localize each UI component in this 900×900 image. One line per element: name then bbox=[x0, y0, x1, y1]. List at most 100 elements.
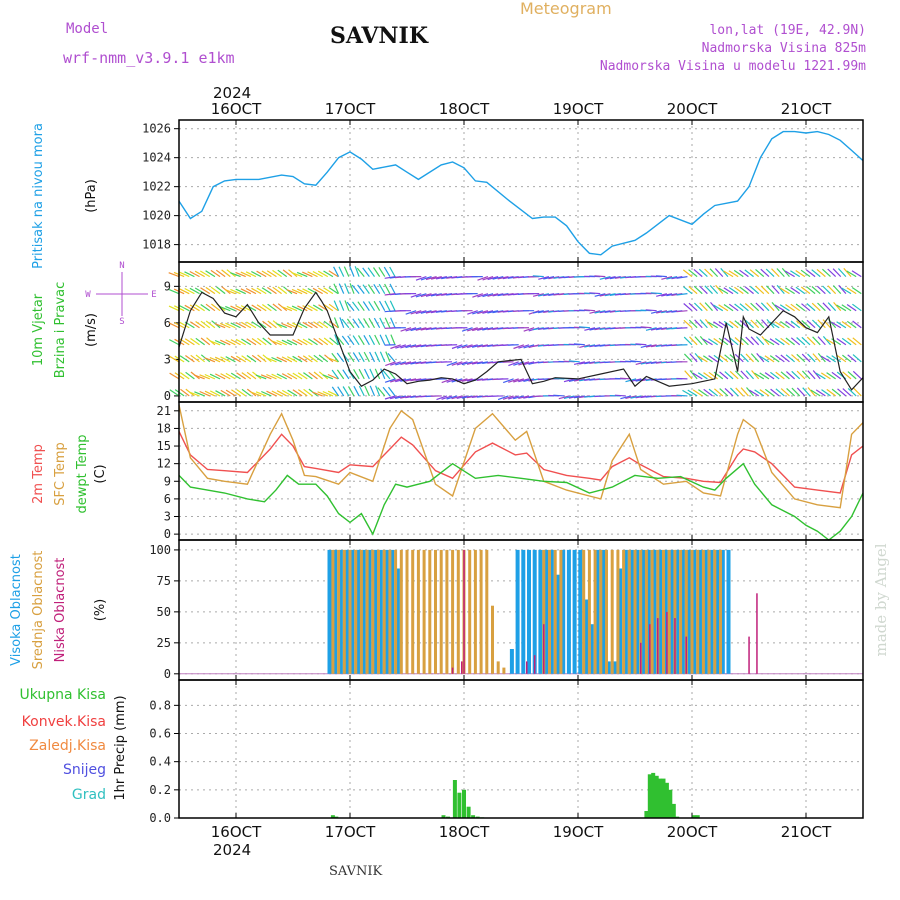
wind-barb bbox=[482, 310, 494, 314]
wind-barb bbox=[225, 389, 236, 397]
wind-barb bbox=[729, 370, 739, 380]
wind-barb bbox=[378, 283, 386, 294]
wind-barb bbox=[277, 286, 288, 295]
wind-barb bbox=[384, 300, 391, 311]
wind-barb bbox=[415, 293, 427, 298]
wind-barb bbox=[771, 285, 780, 295]
wind-barb bbox=[688, 302, 698, 312]
wind-barb bbox=[693, 302, 703, 312]
compass-rose: N W E S bbox=[85, 261, 156, 327]
wind-barb bbox=[342, 386, 350, 397]
y-tick-label: 6 bbox=[164, 316, 171, 330]
pressure-line bbox=[178, 130, 864, 256]
low-cloud-bar bbox=[526, 661, 528, 674]
wind-barb bbox=[382, 386, 391, 397]
wind-barb bbox=[420, 276, 432, 281]
wind-barb bbox=[415, 276, 427, 281]
precip-bar bbox=[651, 772, 656, 818]
wind-barb bbox=[374, 334, 381, 346]
wind-barb bbox=[200, 337, 211, 346]
mid-cloud-bar bbox=[616, 549, 620, 674]
wind-barb bbox=[292, 389, 303, 397]
wind-barb bbox=[230, 372, 241, 380]
wind-barb bbox=[807, 387, 816, 397]
wind-barb bbox=[759, 355, 770, 363]
mid-cloud-bar bbox=[468, 549, 472, 674]
wind-barb bbox=[333, 283, 340, 294]
high-cloud-bar bbox=[521, 549, 526, 674]
wind-barb bbox=[776, 284, 785, 295]
temp-ylabel: 2m Temp SFC Temp dewpt Temp (C) bbox=[31, 434, 108, 513]
wind-barb bbox=[755, 336, 765, 346]
wind-barb bbox=[329, 320, 339, 329]
year-top: 2024 bbox=[213, 84, 251, 102]
wind-barb bbox=[578, 326, 591, 329]
wind-barb bbox=[735, 387, 744, 397]
wind-barb bbox=[209, 340, 221, 346]
location-label: lon,lat (19E, 42.9N) bbox=[709, 23, 866, 38]
wind-barb bbox=[635, 378, 647, 382]
wind-barb bbox=[568, 395, 580, 399]
wind-barb bbox=[826, 355, 836, 363]
mid-cloud-bar bbox=[701, 549, 705, 674]
wind-barb bbox=[257, 337, 267, 346]
wind-barb bbox=[635, 361, 647, 365]
wind-barb bbox=[796, 370, 806, 380]
wind-barb bbox=[209, 390, 221, 397]
precip-bar bbox=[441, 815, 446, 818]
wind-barb bbox=[467, 310, 478, 315]
wind-barb bbox=[373, 283, 381, 294]
wind-barb bbox=[745, 336, 754, 346]
wind-barb bbox=[251, 354, 262, 363]
mid-cloud-bar bbox=[342, 549, 346, 674]
wind-barb bbox=[594, 293, 606, 297]
wind-barb bbox=[302, 338, 313, 346]
wind-barb bbox=[385, 351, 391, 363]
top-date-label: 18OCT bbox=[439, 100, 490, 118]
wind-barb bbox=[297, 389, 308, 397]
precip-bar bbox=[644, 811, 649, 818]
wind-barb bbox=[296, 271, 308, 278]
wind-barb bbox=[723, 304, 734, 312]
y-tick-label: 3 bbox=[164, 510, 171, 524]
wind-barb bbox=[341, 335, 350, 346]
wind-barb bbox=[769, 355, 780, 363]
wind-barb bbox=[698, 268, 708, 278]
wind-barb bbox=[281, 356, 293, 363]
wind-barb bbox=[724, 371, 734, 380]
wind-barb bbox=[734, 337, 744, 346]
wind-barb bbox=[184, 338, 195, 346]
precip-bar bbox=[661, 778, 666, 818]
wind-barb bbox=[347, 386, 355, 397]
wind-barb bbox=[235, 305, 246, 312]
wind-barb bbox=[221, 269, 231, 278]
compass-w: W bbox=[85, 290, 91, 300]
wind-barb bbox=[589, 344, 601, 348]
wind-barb bbox=[739, 336, 749, 346]
wind-barb bbox=[224, 289, 236, 295]
wind-barb bbox=[205, 320, 216, 329]
wind-barb bbox=[811, 302, 821, 312]
wind-barb bbox=[852, 320, 862, 329]
wind-barb bbox=[832, 268, 842, 278]
wind-barb bbox=[277, 269, 288, 278]
cloud-ylabel-unit: (%) bbox=[93, 599, 108, 622]
wind-barb bbox=[847, 337, 857, 346]
y-tick-label: 12 bbox=[157, 457, 171, 471]
model-label: Model bbox=[66, 21, 108, 37]
wind-barb bbox=[754, 389, 765, 397]
wind-barb bbox=[343, 266, 350, 277]
wind-ylabel: 10m Vjetar Brzina i Pravac (m/s) N W E S bbox=[31, 261, 157, 378]
wind-barb bbox=[281, 322, 293, 329]
page-title: SAVNIK bbox=[330, 23, 429, 49]
y-tick-label: 50 bbox=[157, 605, 171, 619]
wind-barb bbox=[719, 371, 729, 380]
wind-barb bbox=[272, 269, 282, 278]
wind-barb bbox=[194, 374, 205, 380]
wind-barb bbox=[267, 320, 277, 329]
wind-barb bbox=[723, 320, 734, 329]
wind-barb bbox=[709, 285, 719, 295]
y-tick-label: 1018 bbox=[142, 238, 171, 252]
high-cloud-bar bbox=[344, 549, 349, 674]
mid-cloud-bar bbox=[434, 549, 437, 674]
